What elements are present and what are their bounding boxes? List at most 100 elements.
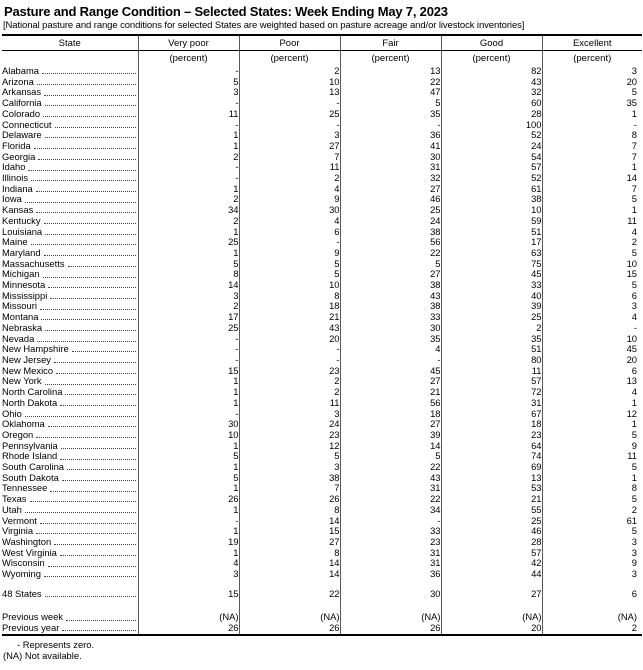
table-row: North Carolina 1 2 21 72 4: [2, 387, 642, 398]
state-name-cell: Oklahoma: [2, 419, 139, 430]
value-cell: 19: [138, 536, 240, 548]
value-cell: 100: [441, 119, 543, 131]
value-cell: 2: [239, 66, 341, 77]
value-cell: 3: [239, 130, 341, 141]
dotted-leader: [37, 340, 136, 342]
value-cell: 5: [631, 526, 637, 537]
value-cell: 15: [138, 588, 240, 600]
value-cell: 72: [441, 387, 543, 398]
value-cell: 43: [340, 472, 442, 484]
value-cell: 51: [441, 226, 543, 238]
value-cell: 45: [441, 269, 543, 281]
value-cell: 64: [441, 440, 543, 452]
table-row: Oklahoma 30 24 27 18 1: [2, 419, 642, 430]
value-cell: 2: [239, 173, 341, 184]
table-row: Arizona 5 10 22 43 20: [2, 76, 642, 88]
value-cell: 18: [239, 301, 341, 313]
footnotes: - Represents zero. (NA) Not available.: [0, 639, 643, 661]
value-cell: 1: [631, 205, 637, 216]
state-label: North Carolina: [2, 387, 63, 398]
dotted-leader: [50, 490, 136, 492]
dotted-leader: [47, 565, 136, 567]
value-cell: 5: [340, 258, 442, 270]
dotted-leader: [29, 501, 136, 503]
state-name-cell: [2, 579, 139, 589]
table-row: Ohio -3 18 67 12: [2, 408, 642, 420]
value-cell: [441, 579, 543, 589]
value-cell: 2: [631, 504, 637, 515]
table-row: Wyoming 3 14 36 44 3: [2, 569, 642, 580]
value-cell: 23: [239, 365, 341, 377]
value-cell: 26: [239, 623, 341, 635]
value-cell: 4: [239, 183, 341, 195]
table-row: Texas 26 26 22 21 5: [2, 494, 642, 505]
dotted-leader: [67, 265, 136, 267]
unit-cell-poor: (percent): [239, 50, 341, 66]
value-cell: 33: [340, 526, 442, 537]
unit-cell-good: (percent): [441, 50, 543, 66]
value-cell: 27: [340, 376, 442, 388]
value-cell: 12: [626, 408, 637, 419]
value-cell: 1: [138, 140, 240, 152]
dotted-leader: [60, 458, 136, 460]
value-cell: 7: [631, 183, 637, 194]
value-cell: 1: [138, 504, 240, 516]
state-name-cell: Tennessee: [2, 483, 139, 495]
value-cell: 1: [138, 483, 240, 495]
value-cell: 33: [340, 312, 442, 323]
value-cell: 46: [340, 194, 442, 206]
dotted-leader: [36, 533, 136, 535]
dotted-leader: [54, 126, 136, 128]
unit-cell-fair: (percent): [340, 50, 442, 66]
value-cell: 6: [631, 365, 637, 376]
value-cell: 20: [626, 76, 637, 87]
table-row: West Virginia 1 8 31 57 3: [2, 547, 642, 559]
value-cell: 5: [239, 451, 341, 463]
state-label: Washington: [2, 536, 52, 547]
table-row: Vermont -14-25 61: [2, 515, 642, 527]
value-cell: 31: [441, 397, 543, 409]
value-cell: -: [138, 354, 240, 366]
value-cell: 27: [340, 269, 442, 281]
state-name-cell: Maine: [2, 237, 139, 248]
state-name-cell: Arizona: [2, 76, 139, 88]
value-cell: 15: [626, 269, 637, 280]
report-title: Pasture and Range Condition – Selected S…: [4, 4, 448, 19]
value-cell: 2: [138, 151, 240, 163]
state-label: New Mexico: [2, 365, 54, 376]
value-cell: 31: [340, 547, 442, 559]
value-cell: 20: [239, 333, 341, 345]
value-cell: 28: [441, 108, 543, 120]
dotted-leader: [53, 362, 136, 364]
dotted-leader: [43, 116, 136, 118]
state-name-cell: Virginia: [2, 526, 139, 537]
table-row: Montana 17 21 33 25 4: [2, 312, 642, 323]
value-cell: 3: [631, 536, 637, 547]
state-name-cell: Nevada: [2, 333, 139, 345]
value-cell: 57: [441, 162, 543, 174]
value-cell: 30: [340, 588, 442, 600]
value-cell: 22: [340, 494, 442, 505]
value-cell: 82: [441, 66, 543, 77]
value-cell: 2: [138, 215, 240, 227]
header-row: State Very poor Poor Fair Good Excellent: [2, 35, 642, 51]
value-cell: 22: [340, 462, 442, 473]
table-row: Minnesota 14 10 38 33 5: [2, 280, 642, 291]
value-cell: 43: [441, 76, 543, 88]
value-cell: 1: [138, 247, 240, 259]
value-cell: 57: [441, 547, 543, 559]
table-row: Nebraska 25 43 30 2 -: [2, 322, 642, 334]
state-name-cell: Montana: [2, 312, 139, 323]
value-cell: 4: [340, 344, 442, 355]
table-row: New Mexico 15 23 45 11 6: [2, 365, 642, 377]
table-row: South Dakota 5 38 43 13 1: [2, 472, 642, 484]
value-cell: 3: [239, 408, 341, 420]
value-cell: 14: [239, 558, 341, 570]
value-cell: 51: [441, 344, 543, 355]
value-cell: 5: [631, 280, 637, 291]
value-cell: 7: [239, 151, 341, 163]
table-row: Oregon 10 23 39 23 5: [2, 429, 642, 441]
value-cell: 24: [239, 419, 341, 430]
value-cell: -: [138, 119, 240, 131]
table-row: Connecticut - - -100-: [2, 119, 642, 131]
